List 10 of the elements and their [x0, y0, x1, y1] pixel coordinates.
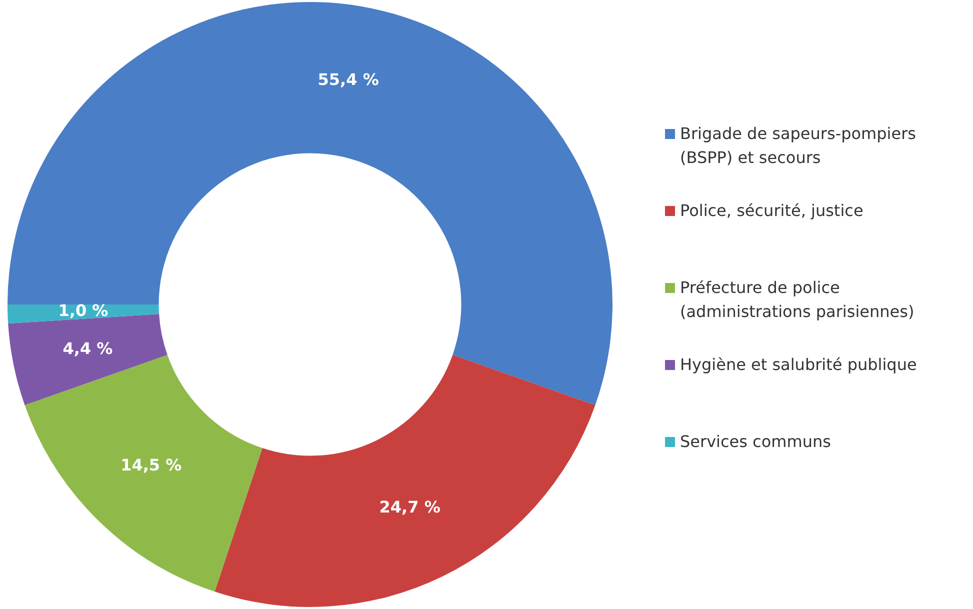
legend-label: Services communs — [680, 431, 831, 453]
data-label: 24,7 % — [379, 497, 440, 516]
legend-label: Police, sécurité, justice — [680, 200, 864, 222]
data-label: 14,5 % — [120, 456, 182, 475]
legend-label: Préfecture de police (administrations parisiennes) — [680, 277, 916, 323]
data-label: 1,0 % — [58, 300, 108, 320]
data-label: 4,4 % — [62, 338, 113, 358]
legend-label: Hygiène et salubrité publique — [680, 354, 917, 376]
data-label: 55,4 % — [318, 70, 379, 90]
legend-label: Brigade de sapeurs-pompiers (BSPP) et secours — [680, 123, 917, 169]
